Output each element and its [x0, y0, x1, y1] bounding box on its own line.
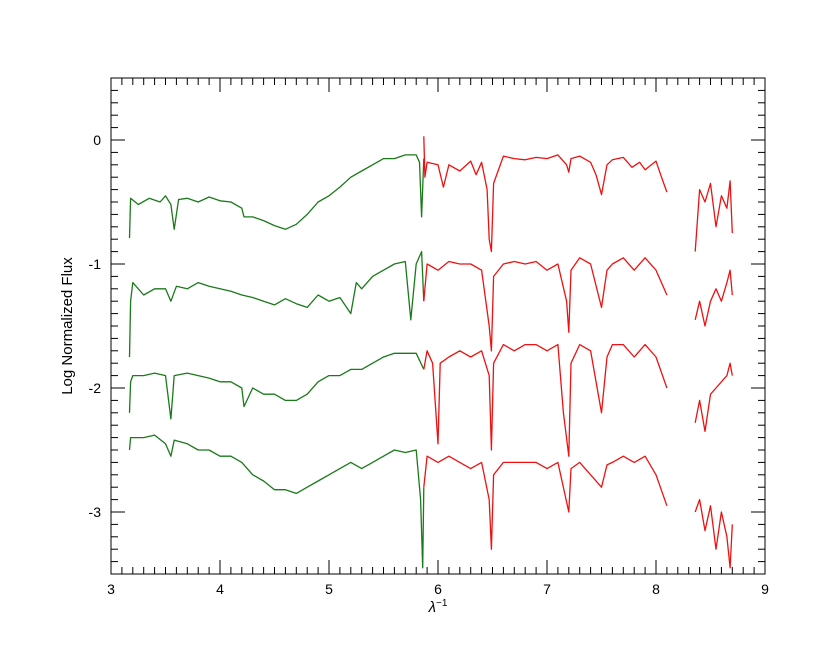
- x-tick-label: 5: [325, 581, 333, 597]
- series-line-11: [423, 455, 668, 550]
- series-line-3: [694, 180, 733, 252]
- x-tick-label: 9: [761, 581, 769, 597]
- x-axis-title: λ−1: [428, 598, 448, 616]
- x-tick-label: 8: [652, 581, 660, 597]
- series-line-10: [128, 434, 425, 569]
- x-tick-label: 6: [434, 581, 442, 597]
- x-axis-title-superscript: −1: [436, 598, 448, 609]
- y-tick-label: -1: [89, 256, 102, 272]
- series-line-4: [128, 250, 425, 358]
- y-tick-label: -3: [89, 504, 102, 520]
- series-line-8: [423, 343, 668, 457]
- series-line-6: [694, 269, 733, 327]
- x-tick-label: 3: [107, 581, 115, 597]
- x-tick-label: 4: [216, 581, 224, 597]
- series-line-2: [423, 136, 668, 253]
- x-tick-label: 7: [543, 581, 551, 597]
- series-line-7: [128, 352, 425, 420]
- series-line-1: [128, 154, 425, 239]
- series-line-12: [694, 498, 733, 569]
- tick-marks: [110, 77, 766, 575]
- series-layer: [128, 136, 733, 569]
- y-tick-label: -2: [89, 380, 102, 396]
- series-line-9: [694, 362, 733, 433]
- x-axis-title-main: λ: [428, 599, 436, 616]
- y-axis-title: Log Normalized Flux: [59, 257, 76, 395]
- plot-frame: [110, 77, 766, 575]
- series-line-5: [423, 257, 668, 352]
- tick-labels: 3 4 5 6 7 8 9 0 -1 -2 -3: [89, 132, 770, 597]
- y-tick-label: 0: [93, 132, 101, 148]
